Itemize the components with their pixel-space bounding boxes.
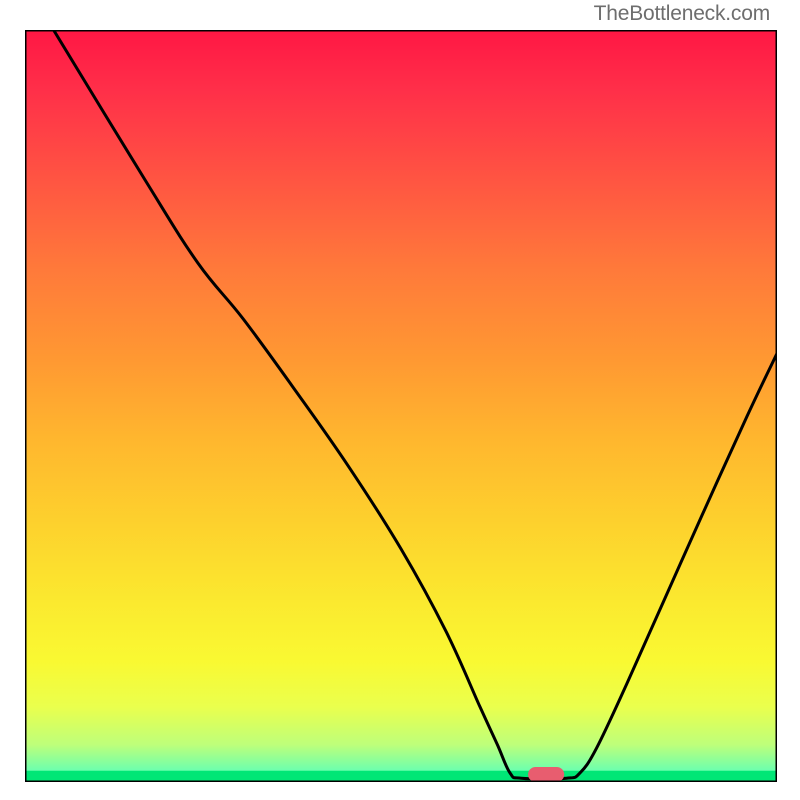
watermark-text: TheBottleneck.com: [594, 2, 770, 26]
chart-background: [25, 30, 777, 782]
target-marker: [528, 767, 564, 782]
bottleneck-chart: [25, 30, 777, 782]
green-baseline-strip: [25, 771, 777, 782]
